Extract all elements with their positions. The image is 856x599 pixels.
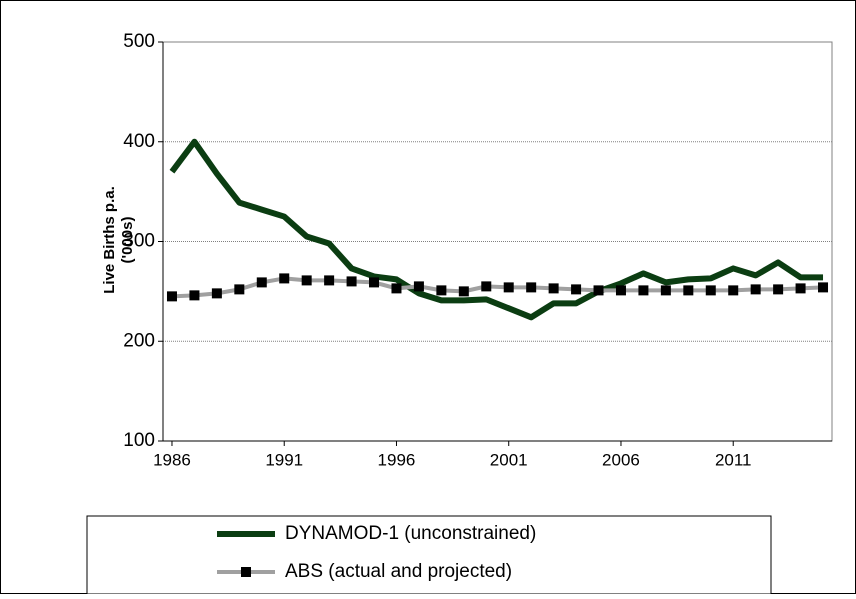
marker [256,277,267,288]
marker [503,282,514,293]
y-tick-label: 300 [123,231,155,252]
marker [571,284,582,295]
marker [413,281,424,292]
marker [638,285,649,296]
marker [369,277,380,288]
marker [458,286,469,297]
marker [189,290,200,301]
marker [728,285,739,296]
legend-label: ABS (actual and projected) [285,561,512,582]
x-tick-label: 1996 [378,450,416,469]
y-tick-label: 200 [123,330,155,351]
marker [705,285,716,296]
y-axis-label: ('000s) [119,217,136,264]
marker [818,282,829,293]
marker [548,283,559,294]
marker [211,288,222,299]
marker [279,273,290,284]
y-tick-label: 100 [123,430,155,451]
legend [86,515,772,595]
x-tick-label: 2001 [490,450,528,469]
x-tick-label: 2006 [602,450,640,469]
marker [615,285,626,296]
marker [301,275,312,286]
y-axis-label: Live Births p.a. [101,186,118,294]
marker [346,276,357,287]
marker [391,283,402,294]
x-tick-label: 1986 [153,450,191,469]
marker [166,291,177,302]
marker [481,281,492,292]
marker [593,285,604,296]
marker [683,285,694,296]
marker [795,283,806,294]
legend-marker [241,567,251,577]
marker [324,275,335,286]
y-tick-label: 500 [123,31,155,52]
line-series [169,138,824,321]
marker [660,285,671,296]
legend-label: DYNAMOD-1 (unconstrained) [285,523,536,544]
x-tick-label: 1991 [265,450,303,469]
y-tick-label: 400 [123,131,155,152]
x-tick-label: 2011 [715,450,752,469]
marker [773,284,784,295]
marker [436,285,447,296]
marker [526,282,537,293]
marker [750,284,761,295]
marker [234,284,245,295]
